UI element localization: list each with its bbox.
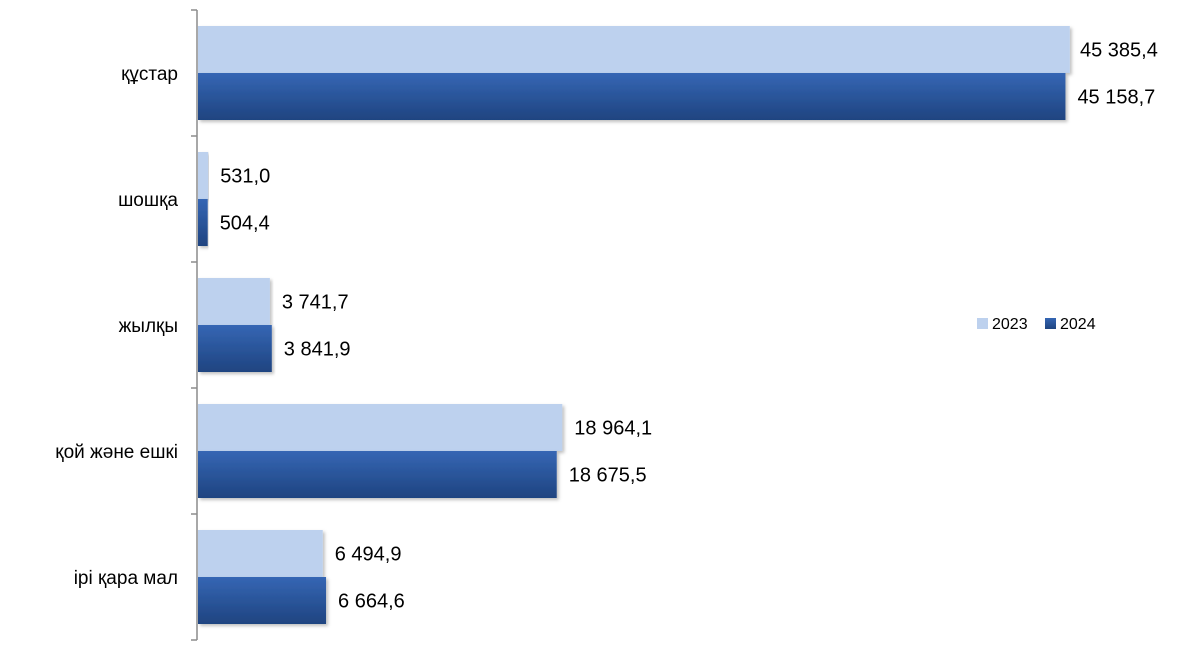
legend-label-2023: 2023 — [992, 316, 1028, 333]
value-label: 531,0 — [220, 166, 270, 188]
bar-2023-0 — [198, 26, 1070, 73]
value-label: 3 741,7 — [282, 292, 349, 314]
value-label: 18 675,5 — [569, 465, 647, 487]
bar-2024-3 — [198, 451, 557, 498]
category-label: қой және ешкі — [55, 442, 178, 463]
bars-layer — [198, 26, 1070, 624]
bar-2023-2 — [198, 278, 270, 325]
bar-2024-1 — [198, 199, 208, 246]
category-label: ірі қара мал — [74, 568, 178, 589]
category-label: жылқы — [119, 316, 178, 337]
bar-2023-3 — [198, 404, 563, 451]
legend-label-2024: 2024 — [1060, 316, 1096, 333]
value-label: 18 964,1 — [574, 418, 652, 440]
legend-swatch-2023 — [977, 318, 988, 329]
bar-2023-4 — [198, 530, 323, 577]
bar-2023-1 — [198, 152, 209, 199]
value-label: 504,4 — [220, 213, 270, 235]
legend-swatch-2024 — [1045, 318, 1056, 329]
y-axis — [191, 9, 198, 641]
value-label: 45 385,4 — [1080, 40, 1158, 62]
category-label: шошқа — [118, 190, 178, 211]
value-label: 6 494,9 — [335, 544, 402, 566]
bar-2024-2 — [198, 325, 272, 372]
labels-layer: құстар 45 385,4 45 158,7 шошқа 531,0 504,4 жыл… — [55, 40, 1158, 613]
bar-2024-4 — [198, 577, 327, 624]
value-label: 3 841,9 — [284, 339, 351, 361]
category-label: құстар — [121, 64, 178, 85]
bar-2024-0 — [198, 73, 1066, 120]
legend: 2023 2024 — [977, 316, 1096, 333]
value-label: 45 158,7 — [1077, 87, 1155, 109]
value-label: 6 664,6 — [338, 591, 405, 613]
